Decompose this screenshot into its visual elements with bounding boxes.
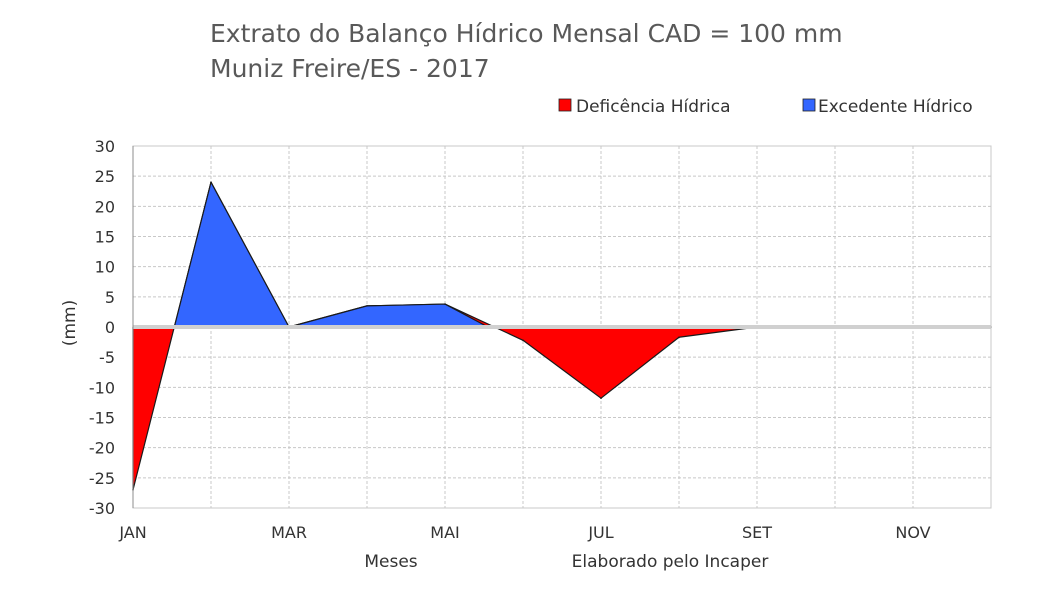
legend-label-deficiencia: Deficência Hídrica [576, 97, 731, 117]
x-axis-title: Meses [364, 552, 417, 572]
data-point-mai [444, 303, 446, 305]
data-point-abr [366, 305, 368, 307]
y-tick-label: 15 [95, 228, 115, 247]
y-tick-label: -5 [99, 348, 115, 367]
legend: Deficência Hídrica Excedente Hídrico [558, 97, 973, 117]
legend-swatch-excedente [802, 98, 816, 112]
x-tick-label: NOV [895, 523, 930, 542]
x-tick-label: JUL [587, 523, 613, 542]
y-tick-label: -30 [89, 499, 115, 518]
chart-subtitle: Muniz Freire/ES - 2017 [210, 54, 490, 83]
data-point-jul [600, 397, 602, 399]
y-tick-label: 10 [95, 258, 115, 277]
y-tick-label: -20 [89, 439, 115, 458]
plot-frame [132, 145, 992, 509]
plot-series [132, 181, 992, 491]
y-tick-label: -10 [89, 378, 115, 397]
data-point-fev [210, 181, 212, 183]
y-tick-label: 5 [105, 288, 115, 307]
legend-swatch-deficiencia [558, 98, 572, 112]
chart-title: Extrato do Balanço Hídrico Mensal CAD = … [210, 19, 843, 48]
y-tick-labels: 30 25 20 15 10 5 0 -5 -10 -15 -20 -25 -30 [89, 137, 115, 518]
y-tick-label: -25 [89, 469, 115, 488]
area-excedente [173, 181, 489, 328]
y-tick-label: 20 [95, 197, 115, 216]
data-point-ago [678, 336, 680, 339]
y-tick-label: 30 [95, 137, 115, 156]
x-tick-labels: JAN MAR MAI JUL SET NOV [118, 523, 930, 542]
x-tick-label: MAR [271, 523, 307, 542]
x-tick-label: JAN [118, 523, 146, 542]
chart-credit: Elaborado pelo Incaper [572, 552, 769, 572]
area-deficiencia [132, 181, 992, 491]
x-tick-label: MAI [430, 523, 459, 542]
data-point-jun [522, 339, 524, 342]
y-axis-title: (mm) [60, 300, 80, 346]
legend-label-excedente: Excedente Hídrico [818, 97, 973, 117]
x-tick-label: SET [742, 523, 772, 542]
y-tick-label: 25 [95, 167, 115, 186]
y-tick-label: -15 [89, 409, 115, 428]
y-tick-label: 0 [105, 318, 115, 337]
